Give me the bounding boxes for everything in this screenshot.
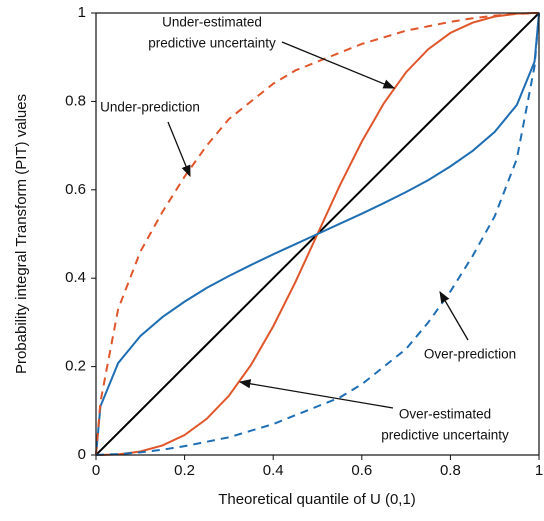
annotation: predictive uncertainty bbox=[381, 428, 509, 443]
x-tick-label: 0.4 bbox=[263, 462, 284, 479]
x-axis-title: Theoretical quantile of U (0,1) bbox=[218, 491, 416, 508]
x-tick-label: 1 bbox=[535, 462, 543, 479]
x-tick-label: 0.6 bbox=[351, 462, 372, 479]
y-tick-label: 0.6 bbox=[65, 181, 86, 198]
x-tick-label: 0.2 bbox=[174, 462, 195, 479]
annotation-arrow bbox=[439, 290, 469, 341]
annotation-arrow bbox=[238, 379, 394, 409]
y-tick-label: 0.8 bbox=[65, 92, 86, 109]
y-tick-label: 0.4 bbox=[65, 269, 86, 286]
y-axis-title: Probability integral Transform (PIT) val… bbox=[13, 94, 30, 374]
series-line bbox=[95, 12, 540, 456]
x-tick-label: 0.8 bbox=[440, 462, 461, 479]
plot-frame bbox=[95, 12, 540, 456]
annotation: Under-estimated bbox=[162, 15, 262, 30]
y-tick-label: 0 bbox=[78, 446, 86, 463]
annotation-arrow bbox=[281, 41, 396, 89]
x-tick-label: 0 bbox=[92, 462, 100, 479]
annotation: Over-estimated bbox=[399, 407, 491, 422]
annotation: Under-prediction bbox=[100, 100, 200, 115]
annotation: Over-prediction bbox=[424, 347, 516, 362]
y-tick-label: 0.2 bbox=[65, 358, 86, 375]
y-tick-label: 1 bbox=[78, 4, 86, 21]
series-line bbox=[95, 12, 540, 456]
annotation-arrow bbox=[167, 121, 191, 178]
series-line bbox=[95, 12, 540, 456]
annotation: predictive uncertainty bbox=[148, 36, 276, 51]
